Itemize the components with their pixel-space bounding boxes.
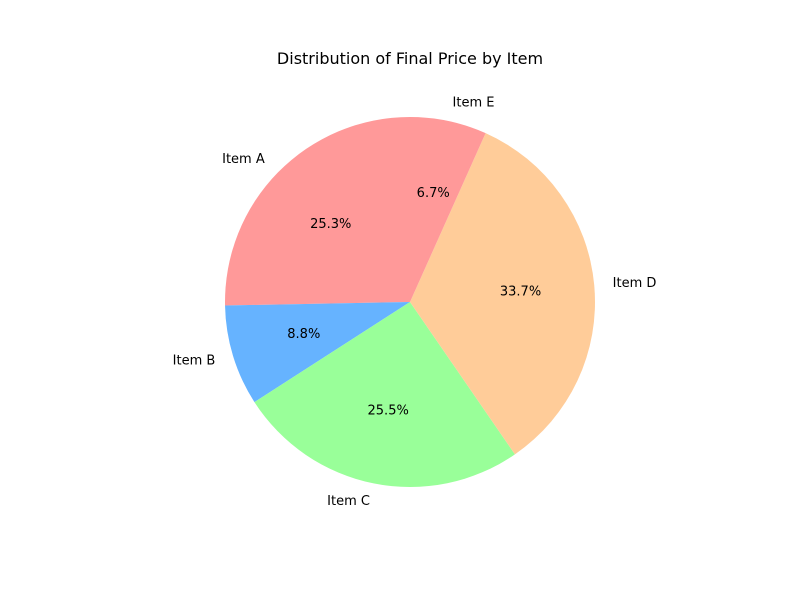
pie-category-label-item-c: Item C — [327, 494, 370, 509]
pie-slice-item-d — [410, 133, 595, 455]
pie-slice-item-c — [254, 302, 515, 487]
pie-category-label-item-e: Item E — [453, 95, 495, 110]
pie-percent-label-item-c: 25.5% — [368, 403, 409, 418]
pie-category-label-item-a: Item A — [222, 152, 265, 167]
pie-percent-label-item-a: 25.3% — [310, 217, 351, 232]
pie-slice-item-a — [225, 117, 410, 306]
chart-title: Distribution of Final Price by Item — [277, 49, 543, 68]
pie-category-label-item-b: Item B — [173, 354, 216, 369]
pie-slice-item-b — [225, 302, 410, 403]
pie-category-label-item-d: Item D — [613, 276, 657, 291]
pie-percent-label-item-d: 33.7% — [500, 284, 541, 299]
pie-percent-label-item-b: 8.8% — [287, 327, 320, 342]
pie-labels: 25.3% Item A 8.8% Item B 25.5% Item C 33.7% Ite… — [173, 95, 657, 509]
pie-slices — [225, 117, 595, 487]
pie-percent-label-item-e: 6.7% — [417, 186, 450, 201]
pie-slice-item-e — [410, 117, 486, 302]
